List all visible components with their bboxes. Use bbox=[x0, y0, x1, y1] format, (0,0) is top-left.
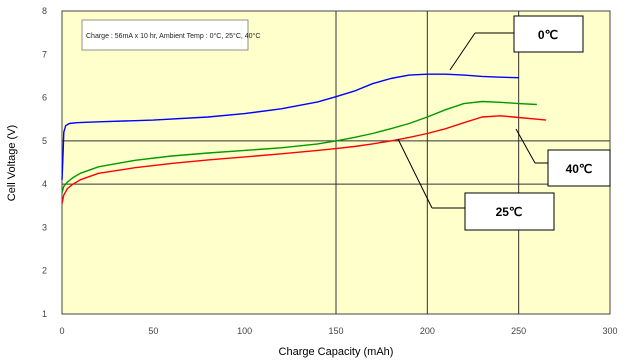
callout-0-label: 0℃ bbox=[538, 28, 558, 42]
note-text: Charge : 56mA x 10 hr, Ambient Temp : 0°… bbox=[86, 32, 260, 40]
x-tick-300: 300 bbox=[602, 326, 617, 336]
y-tick-3: 3 bbox=[42, 222, 47, 232]
series-line-0 bbox=[61, 73, 519, 180]
x-tick-200: 200 bbox=[420, 326, 435, 336]
x-tick-labels: 0 50 100 150 200 250 300 bbox=[59, 326, 617, 336]
y-tick-7: 7 bbox=[42, 49, 47, 59]
series-line-2 bbox=[61, 115, 547, 204]
note-box: Charge : 56mA x 10 hr, Ambient Temp : 0°… bbox=[81, 19, 260, 51]
y-axis-title: Cell Voltage (V) bbox=[6, 125, 18, 201]
x-axis-title: Charge Capacity (mAh) bbox=[279, 346, 394, 358]
y-tick-1: 1 bbox=[42, 309, 47, 319]
x-tick-0: 0 bbox=[59, 326, 64, 336]
x-tick-150: 150 bbox=[328, 326, 343, 336]
callout-1-leader bbox=[515, 128, 536, 164]
y-tick-labels: 1 2 3 4 5 6 7 8 bbox=[42, 6, 47, 319]
callout-2-box bbox=[464, 192, 555, 231]
callout-0-leader bbox=[449, 32, 476, 71]
x-tick-250: 250 bbox=[511, 326, 526, 336]
callout-1-box bbox=[547, 149, 611, 187]
callout-2-leader bbox=[397, 138, 433, 209]
x-tick-50: 50 bbox=[148, 326, 158, 336]
y-tick-4: 4 bbox=[42, 179, 47, 189]
callout-0-box bbox=[513, 15, 584, 53]
series-lines bbox=[61, 73, 547, 204]
x-tick-100: 100 bbox=[237, 326, 252, 336]
series-line-1 bbox=[61, 100, 537, 193]
y-tick-6: 6 bbox=[42, 93, 47, 103]
callouts: 0℃ 40℃ 25℃ bbox=[397, 15, 611, 231]
y-tick-2: 2 bbox=[42, 266, 47, 276]
callout-1-label: 40℃ bbox=[566, 162, 593, 176]
y-tick-5: 5 bbox=[42, 136, 47, 146]
callout-2-label: 25℃ bbox=[496, 205, 523, 219]
y-tick-8: 8 bbox=[42, 6, 47, 16]
